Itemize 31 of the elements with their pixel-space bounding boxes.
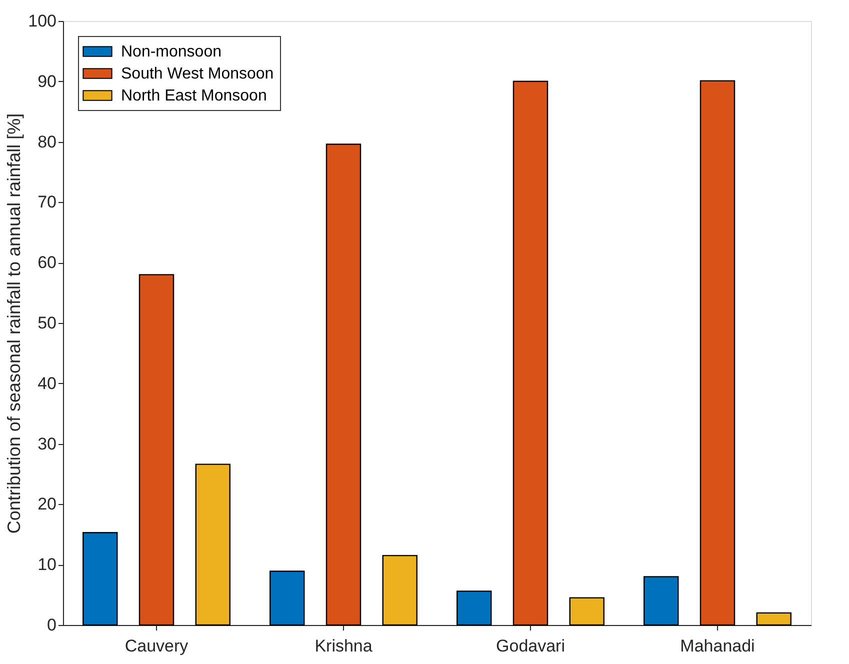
bar — [700, 80, 736, 626]
legend-label: Non-monsoon — [121, 44, 222, 60]
x-tick-label: Krishna — [314, 636, 373, 656]
bar — [195, 464, 230, 626]
y-tick-label: 0 — [47, 616, 56, 634]
bar — [138, 274, 174, 626]
x-tick-label: Cauvery — [124, 636, 189, 656]
bar — [326, 144, 362, 626]
y-tick-label: 50 — [38, 314, 56, 332]
bar — [644, 576, 679, 626]
bar — [456, 590, 492, 626]
y-tick-label: 70 — [38, 192, 56, 212]
y-tick-label: 20 — [38, 494, 56, 514]
y-tick-label: 80 — [38, 132, 56, 152]
bar — [270, 570, 305, 626]
x-tick-label: Mahanadi — [680, 636, 755, 656]
bar — [382, 554, 418, 626]
y-tick-label: 100 — [28, 12, 56, 30]
bar — [512, 80, 548, 626]
bar — [82, 532, 118, 626]
y-tick-label: 10 — [38, 555, 56, 574]
x-tick-label: Godavari — [496, 636, 565, 656]
y-tick-label: 40 — [38, 374, 56, 393]
y-tick-label: 30 — [38, 434, 56, 454]
y-tick-label: 60 — [38, 253, 56, 272]
y-tick-label: 90 — [38, 72, 56, 91]
legend-label: South West Monsoon — [121, 66, 274, 82]
legend-label: North East Monsoon — [121, 88, 267, 104]
bar — [756, 612, 792, 626]
y-axis-title: Contribution of seasonal rainfall to annual rainfall [%] — [4, 113, 24, 534]
bar — [569, 597, 604, 626]
